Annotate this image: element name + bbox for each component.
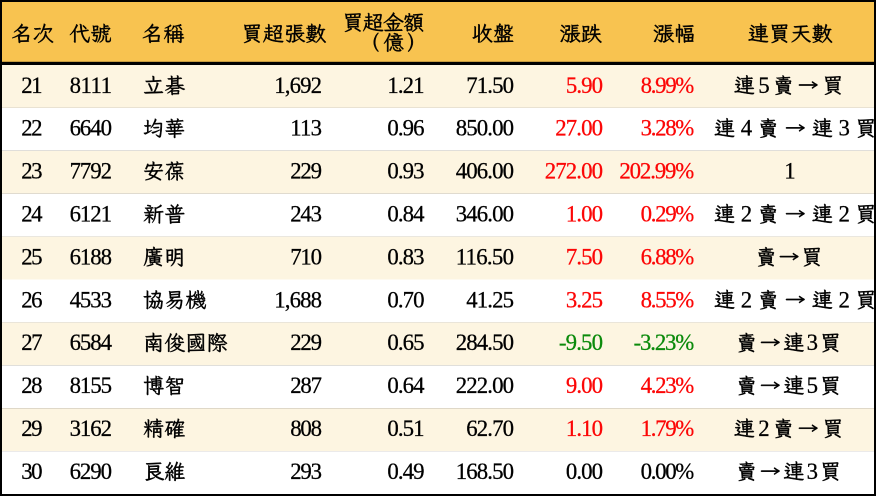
svg-text:0.65: 0.65	[387, 330, 424, 355]
svg-text:27.00: 27.00	[555, 116, 603, 141]
svg-text:0.29%: 0.29%	[641, 202, 695, 227]
svg-text:6584: 6584	[70, 330, 113, 355]
svg-text:0.93: 0.93	[387, 159, 424, 184]
svg-text:116.50: 116.50	[456, 244, 514, 269]
svg-text:346.00: 346.00	[456, 202, 514, 227]
svg-text:28: 28	[21, 373, 42, 398]
svg-text:1,692: 1,692	[274, 73, 322, 98]
svg-text:2: 2	[741, 202, 752, 227]
svg-text:113: 113	[290, 116, 322, 141]
svg-text:3: 3	[838, 116, 849, 141]
svg-text:0.83: 0.83	[387, 244, 424, 269]
svg-text:0.00: 0.00	[566, 459, 603, 484]
svg-text:287: 287	[290, 373, 322, 398]
svg-text:22: 22	[21, 116, 42, 141]
svg-text:710: 710	[290, 244, 322, 269]
svg-text:8111: 8111	[70, 73, 112, 98]
svg-text:6640: 6640	[70, 116, 112, 141]
svg-text:7.50: 7.50	[566, 244, 603, 269]
svg-text:229: 229	[290, 330, 322, 355]
svg-text:25: 25	[21, 244, 42, 269]
svg-text:229: 229	[290, 159, 322, 184]
svg-text:5.90: 5.90	[566, 73, 603, 98]
svg-text:4: 4	[741, 116, 753, 141]
svg-text:27: 27	[21, 330, 42, 355]
svg-text:406.00: 406.00	[456, 159, 514, 184]
svg-text:5: 5	[758, 73, 769, 98]
svg-text:30: 30	[21, 459, 42, 484]
svg-text:222.00: 222.00	[456, 373, 514, 398]
svg-text:62.70: 62.70	[466, 416, 514, 441]
svg-text:8.99%: 8.99%	[641, 73, 695, 98]
svg-text:272.00: 272.00	[545, 159, 603, 184]
svg-text:2: 2	[741, 287, 752, 312]
svg-text:1.00: 1.00	[566, 202, 603, 227]
svg-text:0.49: 0.49	[387, 459, 424, 484]
svg-text:21: 21	[21, 73, 42, 98]
svg-text:6290: 6290	[70, 459, 112, 484]
svg-text:6188: 6188	[70, 244, 112, 269]
svg-text:-9.50: -9.50	[559, 330, 603, 355]
svg-text:3: 3	[807, 459, 818, 484]
svg-text:7792: 7792	[70, 159, 112, 184]
svg-text:0.64: 0.64	[387, 373, 425, 398]
svg-text:0.00%: 0.00%	[641, 459, 695, 484]
svg-text:284.50: 284.50	[456, 330, 514, 355]
svg-text:6121: 6121	[70, 202, 112, 227]
svg-text:26: 26	[21, 287, 42, 312]
svg-text:3162: 3162	[70, 416, 112, 441]
svg-text:0.96: 0.96	[387, 116, 424, 141]
svg-text:3: 3	[807, 330, 818, 355]
svg-text:8155: 8155	[70, 373, 112, 398]
svg-text:9.00: 9.00	[566, 373, 603, 398]
svg-text:1.79%: 1.79%	[641, 416, 695, 441]
svg-text:23: 23	[21, 159, 42, 184]
svg-text:4533: 4533	[70, 287, 112, 312]
svg-text:5: 5	[807, 373, 818, 398]
svg-text:168.50: 168.50	[456, 459, 514, 484]
svg-text:0.51: 0.51	[387, 416, 424, 441]
svg-text:3.28%: 3.28%	[641, 116, 695, 141]
svg-text:-3.23%: -3.23%	[634, 330, 695, 355]
svg-text:0.70: 0.70	[387, 287, 424, 312]
svg-text:24: 24	[21, 202, 43, 227]
svg-text:243: 243	[290, 202, 322, 227]
svg-text:2: 2	[758, 416, 769, 441]
svg-text:1.21: 1.21	[387, 73, 424, 98]
svg-text:2: 2	[838, 287, 849, 312]
svg-text:2: 2	[838, 202, 849, 227]
svg-text:41.25: 41.25	[466, 287, 514, 312]
svg-text:0.84: 0.84	[387, 202, 425, 227]
svg-text:1: 1	[784, 159, 795, 184]
svg-text:3.25: 3.25	[566, 287, 603, 312]
svg-text:8.55%: 8.55%	[641, 287, 695, 312]
svg-text:1,688: 1,688	[274, 287, 322, 312]
svg-text:6.88%: 6.88%	[641, 244, 695, 269]
svg-text:29: 29	[21, 416, 42, 441]
svg-text:202.99%: 202.99%	[619, 159, 694, 184]
svg-text:4.23%: 4.23%	[641, 373, 695, 398]
svg-text:293: 293	[290, 459, 322, 484]
svg-text:1.10: 1.10	[566, 416, 603, 441]
svg-text:71.50: 71.50	[466, 73, 514, 98]
svg-text:850.00: 850.00	[456, 116, 514, 141]
svg-text:808: 808	[290, 416, 322, 441]
